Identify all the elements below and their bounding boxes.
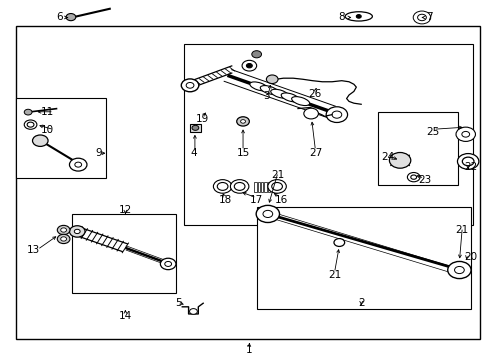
Circle shape xyxy=(331,111,341,118)
Bar xyxy=(261,182,263,192)
Bar xyxy=(264,182,266,192)
Circle shape xyxy=(240,120,245,123)
Bar xyxy=(254,182,256,192)
Circle shape xyxy=(417,14,426,21)
Circle shape xyxy=(24,109,32,115)
Ellipse shape xyxy=(260,86,278,95)
Circle shape xyxy=(61,237,66,241)
Text: 6: 6 xyxy=(56,13,63,22)
Ellipse shape xyxy=(291,96,309,105)
Text: 21: 21 xyxy=(327,270,340,280)
Text: 10: 10 xyxy=(41,125,54,135)
Text: 27: 27 xyxy=(308,148,322,158)
Text: 16: 16 xyxy=(274,195,287,204)
Circle shape xyxy=(256,205,279,222)
Circle shape xyxy=(57,225,70,235)
Text: 13: 13 xyxy=(26,245,40,255)
Text: 11: 11 xyxy=(41,107,54,117)
Circle shape xyxy=(388,153,410,168)
Bar xyxy=(190,124,201,132)
Text: 5: 5 xyxy=(175,298,182,308)
Circle shape xyxy=(164,261,171,266)
Circle shape xyxy=(69,226,85,237)
Circle shape xyxy=(455,127,474,141)
Circle shape xyxy=(242,60,256,71)
Circle shape xyxy=(27,122,34,127)
Text: 26: 26 xyxy=(308,89,321,99)
Circle shape xyxy=(454,266,463,274)
Circle shape xyxy=(189,309,197,314)
Text: 24: 24 xyxy=(381,152,394,162)
Circle shape xyxy=(24,120,37,129)
Text: 4: 4 xyxy=(190,148,196,158)
Circle shape xyxy=(75,162,81,167)
Text: 2: 2 xyxy=(357,298,364,308)
Bar xyxy=(257,182,260,192)
Text: 23: 23 xyxy=(417,175,430,185)
Ellipse shape xyxy=(345,12,372,21)
Text: 21: 21 xyxy=(455,225,468,235)
Ellipse shape xyxy=(270,89,288,98)
Text: 7: 7 xyxy=(425,13,432,22)
Bar xyxy=(256,207,469,309)
Circle shape xyxy=(61,228,66,232)
Text: 8: 8 xyxy=(338,13,345,22)
Circle shape xyxy=(303,108,318,119)
Circle shape xyxy=(32,135,48,147)
Bar xyxy=(16,26,479,339)
Text: 18: 18 xyxy=(218,195,231,204)
Circle shape xyxy=(246,64,252,68)
Circle shape xyxy=(160,258,176,270)
Circle shape xyxy=(66,14,76,21)
Text: 3: 3 xyxy=(263,91,269,101)
Text: 9: 9 xyxy=(95,148,102,158)
Bar xyxy=(183,44,472,225)
Text: 1: 1 xyxy=(245,345,252,355)
Text: 19: 19 xyxy=(195,114,208,124)
Circle shape xyxy=(236,117,249,126)
Circle shape xyxy=(457,154,478,169)
Ellipse shape xyxy=(281,93,299,102)
Text: 14: 14 xyxy=(119,311,132,321)
Circle shape xyxy=(333,239,344,247)
Bar xyxy=(267,182,270,192)
Circle shape xyxy=(461,157,473,166)
Circle shape xyxy=(192,125,199,130)
Circle shape xyxy=(447,261,470,279)
Circle shape xyxy=(186,82,194,88)
Text: 21: 21 xyxy=(271,170,284,180)
Circle shape xyxy=(356,15,361,18)
Bar xyxy=(377,112,458,185)
Circle shape xyxy=(234,183,244,190)
Circle shape xyxy=(251,51,261,58)
Ellipse shape xyxy=(249,82,267,91)
Circle shape xyxy=(57,234,70,244)
Circle shape xyxy=(266,75,278,84)
Circle shape xyxy=(217,183,227,190)
Text: 12: 12 xyxy=(119,205,132,215)
Text: 25: 25 xyxy=(426,127,439,137)
Circle shape xyxy=(407,172,419,182)
Circle shape xyxy=(74,229,80,234)
Circle shape xyxy=(410,175,416,179)
Circle shape xyxy=(181,79,199,92)
Text: 15: 15 xyxy=(236,148,249,158)
Circle shape xyxy=(230,180,248,193)
Text: 22: 22 xyxy=(463,162,476,172)
Circle shape xyxy=(213,180,231,193)
Circle shape xyxy=(461,131,468,137)
Circle shape xyxy=(69,158,87,171)
Circle shape xyxy=(325,107,347,122)
Circle shape xyxy=(267,180,286,193)
Text: 17: 17 xyxy=(249,195,263,204)
Circle shape xyxy=(271,183,282,190)
Bar xyxy=(16,98,106,178)
Circle shape xyxy=(412,11,430,24)
Text: 20: 20 xyxy=(463,252,476,262)
Circle shape xyxy=(263,210,272,217)
Bar xyxy=(72,214,176,293)
